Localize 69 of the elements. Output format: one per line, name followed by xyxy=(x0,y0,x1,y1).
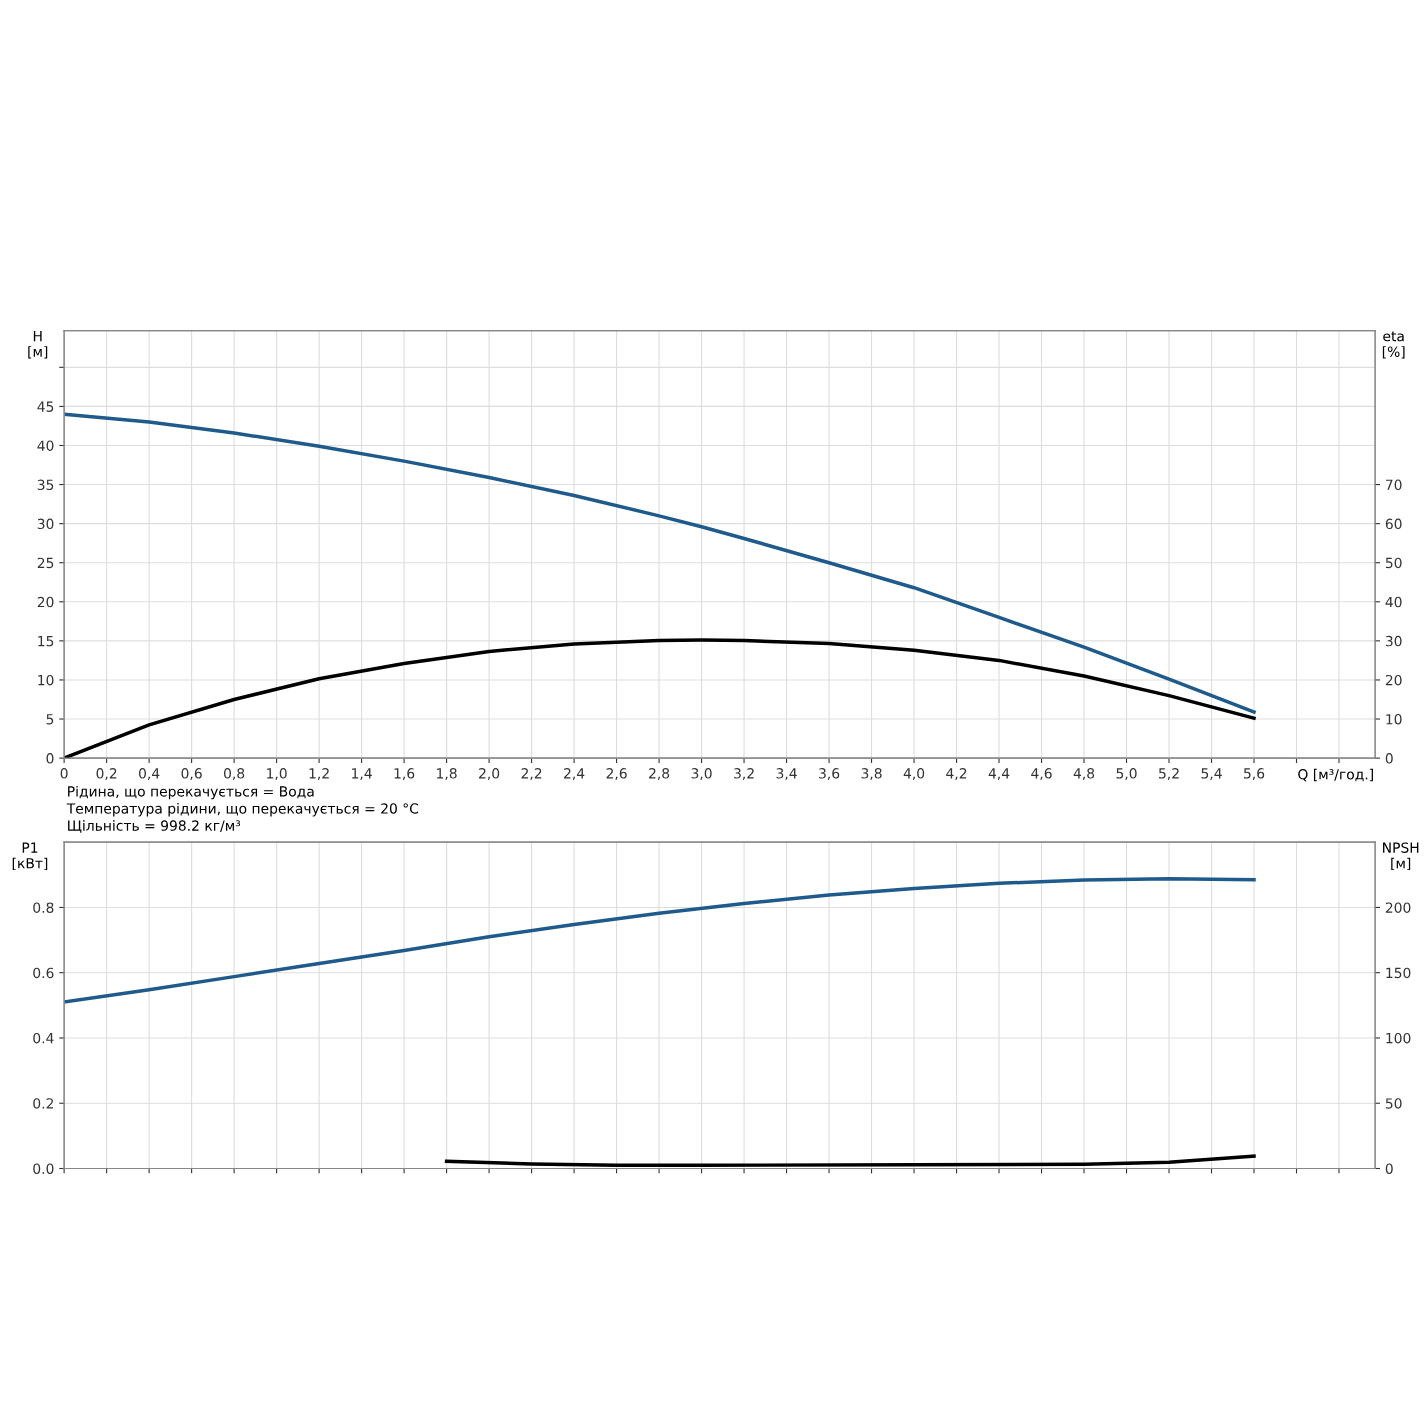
y-tick-label: 0 xyxy=(46,753,54,764)
x-tick-label: 5,0 xyxy=(1116,768,1137,780)
y2-tick-label: 60 xyxy=(1385,518,1402,530)
x-tick-label: 0,6 xyxy=(181,768,202,780)
x-axis-title: Q [м³/год.] xyxy=(1298,768,1373,782)
text: Температура рідини, що перекачується = 20 °C xyxy=(66,802,419,817)
y2-tick-label: 30 xyxy=(1385,635,1402,647)
x-tick-label: 1,0 xyxy=(267,768,287,780)
x-tick-label: 3,0 xyxy=(691,768,712,780)
x-tick-label: 4,6 xyxy=(1031,768,1052,780)
x-tick-label: 3,6 xyxy=(819,768,840,780)
x-tick-label: 5,6 xyxy=(1244,768,1265,780)
line-series xyxy=(64,412,1256,714)
y2-tick-label: 150 xyxy=(1386,967,1411,979)
y-axis-title: P1 [кВт] xyxy=(12,842,48,871)
x-tick-label: 2,0 xyxy=(479,768,500,780)
y-tick-label: 5 xyxy=(46,714,54,725)
y2-tick-label: 100 xyxy=(1386,1032,1411,1044)
x-tick-label: 0,4 xyxy=(138,768,160,780)
x-tick-label: 1,2 xyxy=(309,768,329,780)
x-tick-label: 4,4 xyxy=(988,768,1010,780)
x-tick-label: 3,8 xyxy=(861,768,882,780)
y2-tick-label: 40 xyxy=(1385,596,1402,608)
y-tick-label: 0.0 xyxy=(33,1163,54,1174)
y-tick-label: 10 xyxy=(38,674,54,686)
y2-tick-label: 0 xyxy=(1385,753,1393,764)
y2-tick-label: 20 xyxy=(1385,674,1402,686)
y-tick-label: 25 xyxy=(37,557,54,569)
x-tick-label: 0,2 xyxy=(96,768,117,780)
y2-tick-label: 50 xyxy=(1385,1098,1402,1109)
x-tick-label: 2,2 xyxy=(521,768,542,780)
y2-tick-label: 10 xyxy=(1386,713,1402,725)
y2-tick-label: 0 xyxy=(1385,1163,1393,1174)
text: Щільність = 998.2 кг/м³ xyxy=(68,820,241,833)
y2-axis-title: NPSH [м] xyxy=(1383,842,1419,871)
y-tick-label: 30 xyxy=(37,518,54,530)
y-tick-label: 0.8 xyxy=(33,902,54,913)
y2-tick-label: 50 xyxy=(1385,557,1402,569)
x-tick-label: 5,4 xyxy=(1201,768,1222,780)
y-tick-label: 40 xyxy=(37,440,54,451)
x-tick-label: 1,4 xyxy=(352,768,372,780)
x-tick-label: 1,8 xyxy=(437,768,457,780)
x-tick-label: 5,2 xyxy=(1159,768,1179,780)
y-tick-label: 0.6 xyxy=(33,967,54,979)
x-tick-label: 1,6 xyxy=(394,768,415,780)
y2-tick-label: 70 xyxy=(1385,479,1402,491)
y-tick-label: 0.2 xyxy=(33,1098,54,1109)
x-tick-label: 3,2 xyxy=(734,768,754,780)
x-tick-label: 0 xyxy=(60,768,68,779)
y2-tick-label: 200 xyxy=(1385,902,1411,913)
x-tick-label: 2,4 xyxy=(564,768,585,780)
x-tick-label: 2,8 xyxy=(649,768,670,780)
y-tick-label: 45 xyxy=(37,401,54,412)
line-series xyxy=(64,876,1256,1004)
text: Рідина, що перекачується = Вода xyxy=(68,785,314,800)
y-axis-title: H [м] xyxy=(28,331,48,359)
y-tick-label: 0.4 xyxy=(33,1032,54,1044)
x-tick-label: 4,0 xyxy=(903,768,925,780)
x-tick-label: 0,8 xyxy=(223,768,245,780)
y2-axis-title: eta [%] xyxy=(1382,331,1405,359)
x-tick-label: 3,4 xyxy=(776,768,797,780)
y-tick-label: 35 xyxy=(37,479,54,491)
y-tick-label: 15 xyxy=(38,636,54,647)
x-tick-label: 4,8 xyxy=(1073,768,1095,780)
line-series xyxy=(444,1154,1256,1167)
x-tick-label: 2,6 xyxy=(606,768,627,780)
y-tick-label: 20 xyxy=(37,596,54,608)
x-tick-label: 4,2 xyxy=(946,768,967,780)
line-series xyxy=(64,638,1256,759)
